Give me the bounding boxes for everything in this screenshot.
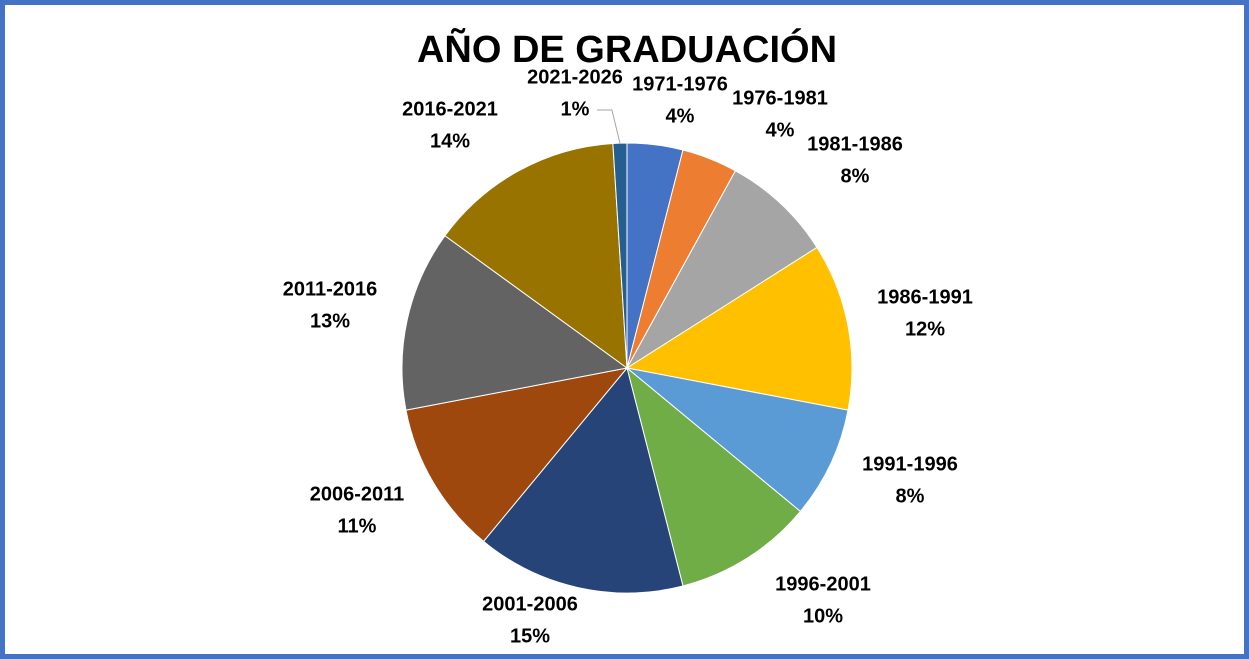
- slice-value-label: 10%: [803, 605, 843, 627]
- pie-slice: [401, 235, 629, 411]
- slice-value-label: 14%: [430, 130, 470, 152]
- pie-slice: [625, 246, 853, 411]
- slice-value-label: 8%: [841, 165, 870, 187]
- slice-value-label: 4%: [666, 105, 695, 127]
- slice-value-label: 12%: [905, 318, 945, 340]
- slice-category-label: 1981-1986: [807, 133, 903, 155]
- slice-category-label: 1971-1976: [632, 73, 728, 95]
- pie-slice: [626, 170, 818, 369]
- slice-category-label: 2011-2016: [283, 278, 378, 300]
- slice-value-label: 4%: [766, 119, 795, 141]
- leader-line: [597, 109, 621, 144]
- pie-slice: [405, 367, 629, 543]
- slice-category-label: 1996-2001: [775, 573, 871, 595]
- slice-category-label: 1986-1991: [877, 286, 973, 308]
- slice-value-label: 8%: [896, 485, 925, 507]
- chart-title: AÑO DE GRADUACIÓN: [417, 27, 837, 71]
- slice-value-label: 1%: [561, 98, 590, 120]
- slice-value-label: 11%: [338, 515, 377, 537]
- pie-slice: [444, 142, 628, 370]
- slice-value-label: 13%: [310, 310, 350, 332]
- pie-slice: [482, 366, 684, 594]
- pie-slice: [626, 366, 802, 587]
- slice-value-label: 15%: [510, 625, 550, 647]
- slice-category-label: 1991-1996: [862, 453, 958, 475]
- slice-category-label: 2021-2026: [527, 66, 623, 88]
- slice-category-label: 2001-2006: [482, 593, 578, 615]
- slice-category-label: 1976-1981: [732, 87, 828, 109]
- slice-category-label: 2006-2011: [310, 483, 405, 505]
- pie-slice: [626, 367, 849, 513]
- slice-category-label: 2016-2021: [402, 98, 498, 120]
